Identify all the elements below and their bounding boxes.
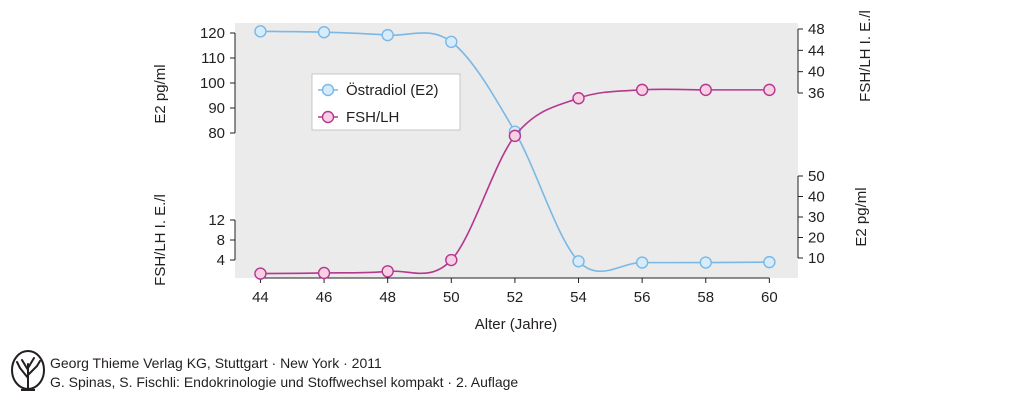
legend-label-e2: Östradiol (E2) — [346, 81, 439, 99]
data-point-fsh-lh — [381, 265, 394, 278]
y-tick-label-left-upper: 100 — [200, 75, 225, 92]
x-tick-label: 52 — [507, 289, 524, 306]
y-tick-label-left-lower: 12 — [208, 212, 225, 229]
y-tick-label-right-upper: 36 — [808, 85, 825, 102]
data-point-e2 — [381, 28, 394, 42]
legend-box — [311, 73, 461, 131]
data-point-e2 — [254, 25, 267, 38]
y-tick-label-left-lower: 4 — [217, 252, 225, 269]
plot-area — [235, 23, 798, 278]
data-point-fsh-lh — [508, 129, 522, 143]
y-tick-label-right-lower: 30 — [808, 209, 825, 226]
x-tick-label: 50 — [443, 289, 460, 306]
data-point-fsh-lh — [635, 83, 649, 97]
data-point-fsh-lh — [317, 266, 331, 280]
x-tick-label: 60 — [761, 289, 778, 306]
data-point-fsh-lh — [445, 253, 458, 267]
data-point-fsh-lh — [572, 92, 585, 105]
credit-line-book: G. Spinas, S. Fischli: Endokrinologie un… — [50, 374, 519, 390]
left-upper-axis-label: E2 pg/ml — [152, 64, 169, 123]
data-point-fsh-lh — [254, 267, 267, 280]
y-tick-label-right-upper: 40 — [808, 64, 825, 81]
y-tick-label-right-lower: 40 — [808, 189, 825, 206]
y-tick-label-right-lower: 10 — [808, 250, 825, 267]
data-point-e2 — [317, 25, 331, 39]
data-point-e2 — [763, 255, 776, 269]
credit-line-publisher: Georg Thieme Verlag KG, Stuttgart · New … — [50, 355, 382, 371]
x-axis-label: Alter (Jahre) — [475, 316, 558, 333]
legend-marker-fsh — [321, 110, 335, 124]
data-point-e2 — [635, 256, 649, 269]
x-tick-label: 48 — [379, 289, 396, 306]
y-tick-label-right-upper: 48 — [808, 21, 825, 38]
left-lower-axis-label: FSH/LH I. E./l — [152, 194, 169, 286]
publisher-credit: Georg Thieme Verlag KG, Stuttgart · New … — [10, 346, 570, 402]
data-point-e2 — [699, 256, 712, 269]
right-lower-axis-label: E2 pg/ml — [853, 187, 870, 246]
thieme-tree-logo — [11, 350, 45, 391]
legend-marker-e2 — [321, 83, 335, 97]
x-axis: 44 46 48 50 52 54 56 58 60 — [252, 277, 778, 306]
y-tick-label-left-upper: 120 — [200, 25, 225, 42]
data-point-fsh-lh — [763, 83, 776, 97]
x-tick-label: 56 — [634, 289, 651, 306]
x-tick-label: 58 — [697, 289, 714, 306]
y-tick-label-right-lower: 50 — [808, 168, 825, 185]
y-tick-label-left-upper: 90 — [208, 100, 225, 117]
legend: Östradiol (E2) FSH/LH — [311, 73, 461, 131]
y-tick-label-left-upper: 110 — [201, 50, 225, 67]
x-tick-label: 46 — [316, 289, 333, 306]
data-point-fsh-lh — [699, 83, 712, 97]
data-point-e2 — [445, 35, 458, 49]
y-tick-label-right-lower: 20 — [808, 230, 825, 247]
right-upper-axis-label: FSH/LH I. E./l — [857, 10, 874, 102]
y-tick-label-left-upper: 80 — [208, 125, 225, 142]
x-tick-label: 44 — [252, 289, 269, 306]
legend-label-fsh: FSH/LH — [346, 109, 399, 126]
x-tick-label: 54 — [570, 289, 587, 306]
y-tick-label-left-lower: 8 — [217, 232, 225, 249]
y-tick-label-right-upper: 44 — [808, 42, 825, 59]
data-point-e2 — [572, 255, 585, 268]
series-layer — [254, 25, 776, 280]
